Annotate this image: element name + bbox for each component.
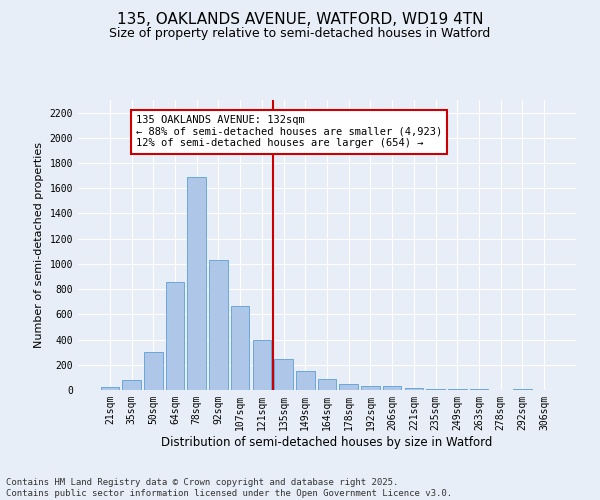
Bar <box>144 352 163 390</box>
Bar <box>340 384 358 390</box>
Text: Size of property relative to semi-detached houses in Watford: Size of property relative to semi-detach… <box>109 28 491 40</box>
Text: 135, OAKLANDS AVENUE, WATFORD, WD19 4TN: 135, OAKLANDS AVENUE, WATFORD, WD19 4TN <box>117 12 483 28</box>
Bar <box>209 260 227 390</box>
Bar <box>427 388 445 390</box>
Bar <box>231 306 250 390</box>
Bar <box>166 282 184 390</box>
Bar <box>253 340 271 390</box>
Text: Contains HM Land Registry data © Crown copyright and database right 2025.
Contai: Contains HM Land Registry data © Crown c… <box>6 478 452 498</box>
Bar <box>101 388 119 390</box>
Text: 135 OAKLANDS AVENUE: 132sqm
← 88% of semi-detached houses are smaller (4,923)
12: 135 OAKLANDS AVENUE: 132sqm ← 88% of sem… <box>136 115 442 148</box>
X-axis label: Distribution of semi-detached houses by size in Watford: Distribution of semi-detached houses by … <box>161 436 493 448</box>
Bar <box>187 177 206 390</box>
Bar <box>361 386 380 390</box>
Bar <box>318 380 336 390</box>
Bar <box>274 359 293 390</box>
Bar <box>296 371 314 390</box>
Y-axis label: Number of semi-detached properties: Number of semi-detached properties <box>34 142 44 348</box>
Bar <box>383 386 401 390</box>
Bar <box>122 380 141 390</box>
Bar <box>404 388 423 390</box>
